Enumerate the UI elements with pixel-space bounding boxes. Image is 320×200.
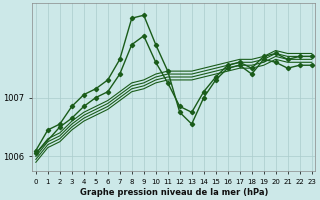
X-axis label: Graphe pression niveau de la mer (hPa): Graphe pression niveau de la mer (hPa) xyxy=(80,188,268,197)
